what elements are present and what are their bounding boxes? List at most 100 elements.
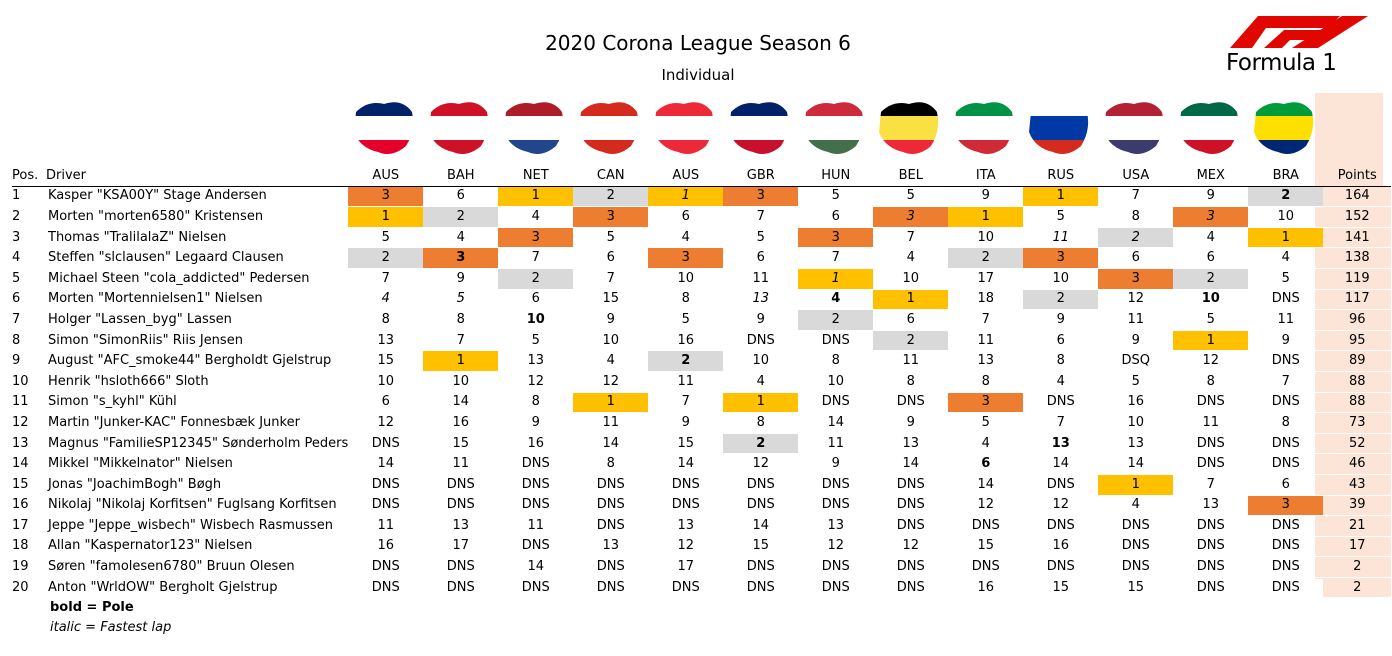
result-cell: 14 [1098, 453, 1174, 475]
position-cell: 1 [12, 185, 46, 208]
result-cell: 11 [723, 267, 799, 290]
hungary-flag-icon [804, 102, 864, 154]
result-cell: 1 [1023, 185, 1099, 208]
result-cell: 3 [798, 226, 874, 249]
position-cell: 20 [12, 576, 46, 599]
result-cell: 4 [1173, 226, 1249, 249]
result-cell: 9 [1023, 309, 1099, 331]
result-cell: DNS [1098, 556, 1174, 578]
points-cell: 117 [1323, 288, 1392, 311]
table-row: 1 Kasper "KSA00Y" Stage Andersen 3 6 1 2 1 3 5 5 9… [12, 185, 1392, 208]
page-subtitle: Individual [661, 66, 735, 84]
result-cell: 10 [423, 370, 499, 393]
result-cell: DNS [873, 473, 949, 496]
result-cell: DNS [423, 473, 499, 496]
result-cell: 14 [648, 453, 724, 475]
result-cell: 6 [948, 453, 1024, 475]
result-cell: DNS [348, 494, 424, 517]
result-cell: 5 [948, 412, 1024, 434]
result-cell: 10 [348, 370, 424, 393]
result-cell: DNS [723, 576, 799, 599]
position-cell: 3 [12, 226, 46, 249]
result-cell: DNS [1248, 515, 1324, 537]
result-cell: 8 [1023, 350, 1099, 372]
result-cell: DNS [573, 515, 649, 537]
points-cell: 39 [1323, 494, 1392, 517]
result-cell: 12 [798, 535, 874, 558]
result-cell: 6 [1173, 247, 1249, 269]
result-cell: DNS [798, 576, 874, 599]
points-cell: 2 [1323, 576, 1392, 599]
result-cell: 1 [648, 185, 724, 208]
result-cell: 14 [948, 473, 1024, 496]
result-cell: 7 [648, 391, 724, 414]
result-cell: 9 [648, 412, 724, 434]
result-cell: 5 [1248, 267, 1324, 290]
result-cell: 3 [1173, 206, 1249, 228]
result-cell: 11 [648, 370, 724, 393]
result-cell: 11 [873, 350, 949, 372]
result-cell: DNS [948, 515, 1024, 537]
driver-cell: Morten "morten6580" Kristensen [46, 206, 349, 228]
result-cell: DNS [498, 453, 574, 475]
result-cell: 6 [1098, 247, 1174, 269]
position-cell: 11 [12, 391, 46, 414]
result-cell: 12 [1098, 288, 1174, 311]
position-cell: 7 [12, 309, 46, 331]
result-cell: 7 [873, 226, 949, 249]
driver-cell: Jonas "JoachimBogh" Bøgh [46, 473, 349, 496]
result-cell: 11 [423, 453, 499, 475]
points-cell: 89 [1323, 350, 1392, 372]
result-cell: 6 [723, 247, 799, 269]
result-cell: 15 [723, 535, 799, 558]
result-cell: DNS [723, 329, 799, 352]
driver-cell: Jeppe "Jeppe_wisbech" Wisbech Rasmussen [46, 515, 349, 537]
result-cell: 15 [648, 432, 724, 455]
result-cell: 1 [573, 391, 649, 414]
result-cell: 17 [423, 535, 499, 558]
result-cell: 10 [1098, 412, 1174, 434]
position-cell: 14 [12, 453, 46, 475]
result-cell: 4 [573, 350, 649, 372]
result-cell: DNS [1023, 473, 1099, 496]
result-cell: DNS [498, 473, 574, 496]
result-cell: DNS [423, 556, 499, 578]
result-cell: 14 [798, 412, 874, 434]
result-cell: DNS [1248, 288, 1324, 311]
result-cell: 7 [1023, 412, 1099, 434]
table-row: 2 Morten "morten6580" Kristensen 1 2 4 3 6 7 6 3 1… [12, 206, 1392, 228]
table-row: 6 Morten "Mortennielsen1" Nielsen 4 5 6 15 8 13… [12, 288, 1392, 311]
result-cell: 11 [948, 329, 1024, 352]
result-cell: DNS [1173, 576, 1249, 599]
result-cell: 5 [423, 288, 499, 311]
page-title: 2020 Corona League Season 6 [545, 31, 851, 55]
result-cell: 7 [1173, 473, 1249, 496]
result-cell: 2 [723, 432, 799, 455]
result-cell: 8 [648, 288, 724, 311]
result-cell: 10 [1023, 267, 1099, 290]
points-cell: 152 [1323, 206, 1392, 228]
result-cell: 13 [348, 329, 424, 352]
result-cell: DNS [1248, 432, 1324, 455]
driver-cell: Steffen "slclausen" Legaard Clausen [46, 247, 349, 269]
result-cell: 13 [648, 515, 724, 537]
result-cell: 3 [573, 206, 649, 228]
race-header-rus: RUS [1023, 166, 1099, 187]
race-header-bel: BEL [873, 166, 949, 187]
result-cell: 14 [348, 453, 424, 475]
race-header-hun: HUN [798, 166, 874, 187]
result-cell: 11 [348, 515, 424, 537]
result-cell: DNS [1248, 453, 1324, 475]
result-cell: DNS [798, 391, 874, 414]
result-cell: 9 [873, 412, 949, 434]
result-cell: DNS [1023, 515, 1099, 537]
result-cell: 15 [1023, 576, 1099, 599]
result-cell: 4 [498, 206, 574, 228]
result-cell: DNS [348, 556, 424, 578]
result-cell: 4 [948, 432, 1024, 455]
result-cell: 1 [423, 350, 499, 372]
result-cell: 4 [1248, 247, 1324, 269]
table-row: 3 Thomas "TralilalaZ" Nielsen 5 4 3 5 4 5 3 7 10 11… [12, 226, 1392, 249]
points-cell: 119 [1323, 267, 1392, 290]
result-cell: 1 [873, 288, 949, 311]
